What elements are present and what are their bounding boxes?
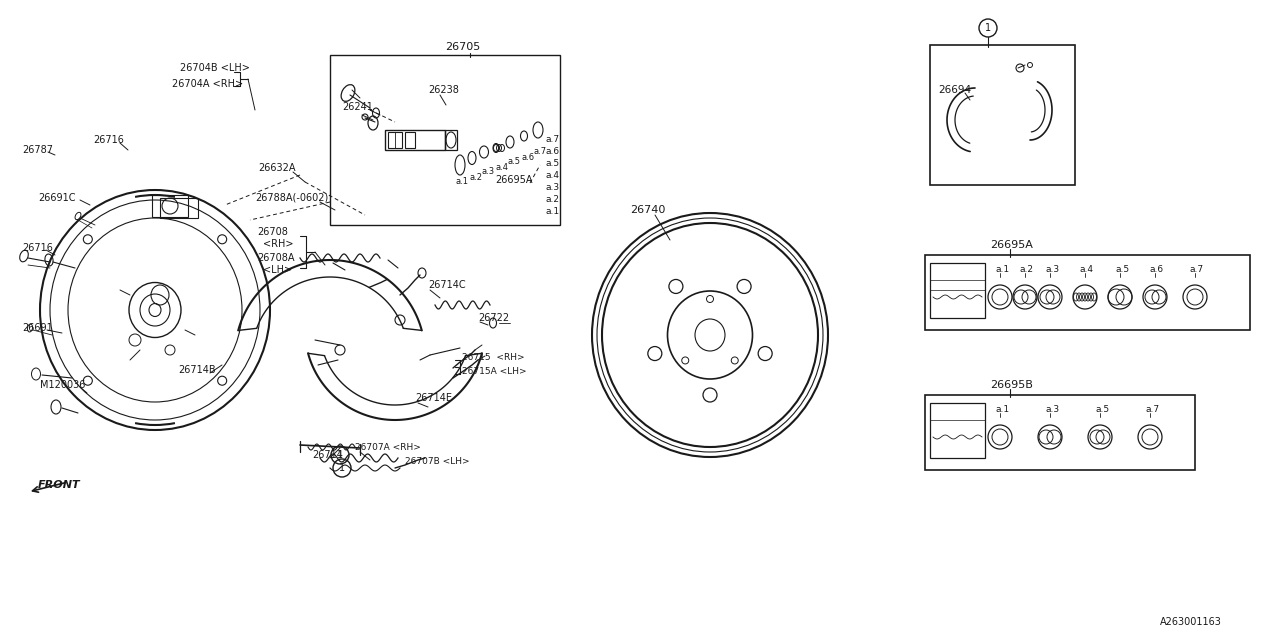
Text: 26716: 26716	[93, 135, 124, 145]
Bar	[385, 130, 445, 150]
Text: a.4: a.4	[545, 172, 559, 180]
Text: a.3: a.3	[545, 184, 559, 193]
Bar	[404, 132, 415, 148]
Text: 26704B <LH>: 26704B <LH>	[180, 63, 250, 73]
Text: 26694: 26694	[938, 85, 972, 95]
Text: 26708: 26708	[257, 227, 288, 237]
Bar	[931, 45, 1075, 185]
Text: a.4: a.4	[495, 163, 508, 172]
Text: 26707A <RH>: 26707A <RH>	[355, 444, 421, 452]
Text: 26695A: 26695A	[989, 240, 1033, 250]
Text: a.1: a.1	[456, 177, 468, 186]
Text: 26632A: 26632A	[259, 163, 296, 173]
Text: a.7: a.7	[534, 147, 547, 157]
Text: a.5: a.5	[508, 157, 521, 166]
Bar	[931, 263, 986, 318]
Text: a.3: a.3	[483, 168, 495, 177]
Text: a.5: a.5	[545, 159, 559, 168]
Text: 26714E: 26714E	[415, 393, 452, 403]
Text: 1: 1	[339, 463, 346, 473]
Bar	[445, 130, 457, 150]
Text: 26695B: 26695B	[989, 380, 1033, 390]
Bar	[931, 403, 986, 458]
Text: 26787: 26787	[22, 145, 52, 155]
Bar	[388, 132, 402, 148]
Text: a.4: a.4	[1080, 266, 1094, 275]
Text: a.7: a.7	[1146, 406, 1160, 415]
Text: 26695A: 26695A	[495, 175, 532, 185]
Text: 26238: 26238	[428, 85, 458, 95]
Text: a.6: a.6	[521, 152, 534, 161]
Text: 26707B <LH>: 26707B <LH>	[404, 458, 470, 467]
Text: a.1: a.1	[995, 406, 1009, 415]
Text: 26714C: 26714C	[428, 280, 466, 290]
Text: a.1: a.1	[545, 207, 559, 216]
Text: 1: 1	[337, 450, 343, 460]
Text: a.5: a.5	[1115, 266, 1129, 275]
Text: FRONT: FRONT	[38, 480, 81, 490]
Text: 26788A(-0602): 26788A(-0602)	[255, 193, 328, 203]
Text: A263001163: A263001163	[1160, 617, 1222, 627]
Text: a.6: a.6	[545, 147, 559, 157]
Text: <RH>: <RH>	[262, 239, 293, 249]
Text: 26691: 26691	[22, 323, 52, 333]
Bar	[330, 55, 561, 225]
Text: 1: 1	[984, 23, 991, 33]
Bar	[925, 255, 1251, 330]
Text: 26241: 26241	[342, 102, 372, 112]
Text: a.5: a.5	[1094, 406, 1110, 415]
Text: <LH>: <LH>	[262, 265, 292, 275]
Bar	[152, 195, 188, 217]
Text: 26715  <RH>: 26715 <RH>	[462, 353, 525, 362]
Text: 26715A <LH>: 26715A <LH>	[462, 367, 526, 376]
Text: 26716: 26716	[22, 243, 52, 253]
Text: a.3: a.3	[1044, 406, 1059, 415]
Bar	[160, 198, 198, 218]
Text: 26740: 26740	[630, 205, 666, 215]
Text: 26705: 26705	[445, 42, 480, 52]
Text: a.1: a.1	[995, 266, 1009, 275]
Text: a.3: a.3	[1044, 266, 1059, 275]
Text: a.7: a.7	[545, 136, 559, 145]
Text: 26714: 26714	[312, 450, 343, 460]
Text: 26708A: 26708A	[257, 253, 294, 263]
Text: 26691C: 26691C	[38, 193, 76, 203]
Bar	[925, 395, 1196, 470]
Text: a.6: a.6	[1149, 266, 1164, 275]
Text: a.2: a.2	[1020, 266, 1034, 275]
Text: 26722: 26722	[477, 313, 509, 323]
Text: a.2: a.2	[468, 173, 483, 182]
Text: M120036: M120036	[40, 380, 86, 390]
Text: 26704A <RH>: 26704A <RH>	[172, 79, 243, 89]
Text: 26714B: 26714B	[178, 365, 215, 375]
Text: a.2: a.2	[545, 195, 559, 205]
Text: a.7: a.7	[1190, 266, 1204, 275]
